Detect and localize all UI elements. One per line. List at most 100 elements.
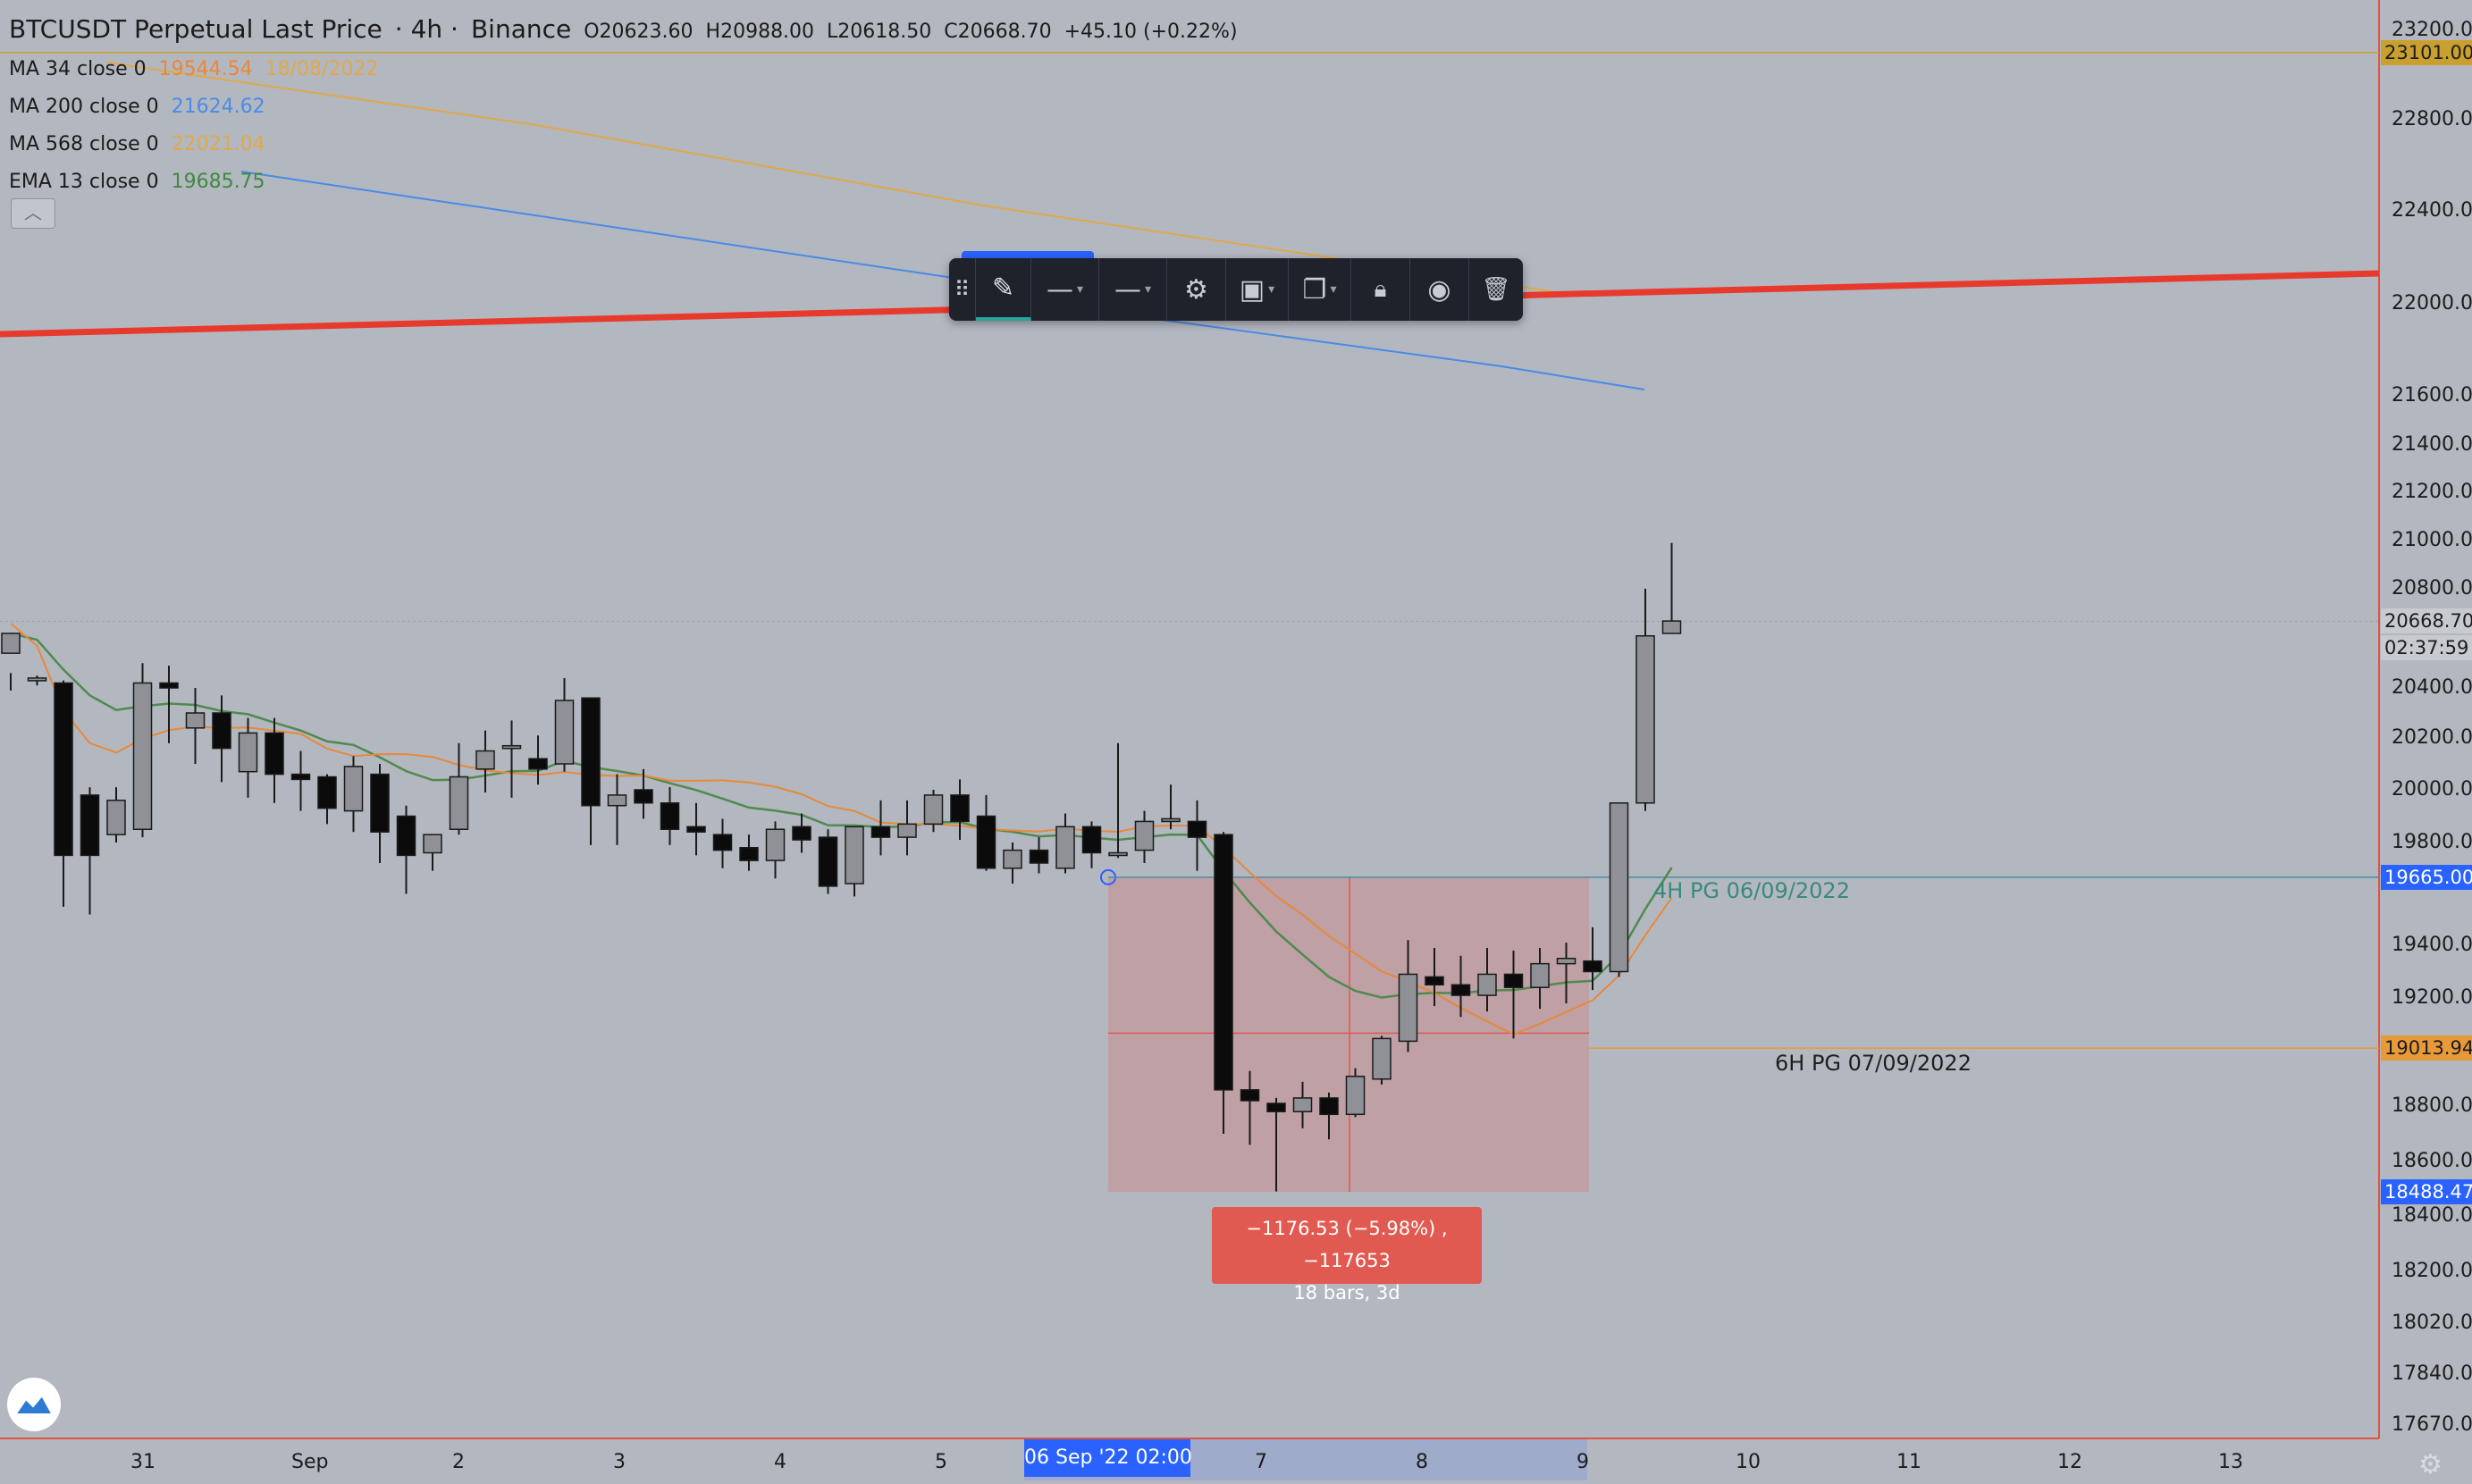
collapse-legend-button[interactable]: ︿ (11, 198, 55, 229)
candle-body (686, 826, 706, 833)
measure-change: −1176.53 (−5.98%) , −117653 (1246, 1218, 1448, 1271)
candle-body (1029, 849, 1049, 864)
indicator-row-ma34[interactable]: MA 34 close 0 19544.54 18/08/2022 (9, 51, 1238, 88)
price-tick-label: 21000.00 (2392, 529, 2472, 551)
line-style-button[interactable]: — ▾ (1031, 258, 1099, 321)
indicator-value: 19544.54 (158, 58, 253, 80)
indicator-label: MA 200 close 0 (9, 96, 159, 118)
eye-icon[interactable]: ◉ (1410, 258, 1469, 321)
candle-body (396, 815, 416, 857)
candle-body (1319, 1097, 1339, 1116)
price-tag: 23101.00 (2381, 39, 2472, 65)
candle-body (1108, 851, 1128, 857)
candle-body (950, 794, 970, 823)
chevron-up-icon: ︿ (24, 202, 42, 223)
price-tag: 18488.47 (2381, 1179, 2472, 1205)
candle-body (449, 776, 469, 830)
candle-body (660, 802, 680, 830)
candle-body (818, 836, 838, 887)
candle-body (1345, 1075, 1366, 1116)
price-tick-label: 17670.00 (2392, 1413, 2472, 1436)
chart-legend: BTCUSDT Perpetual Last Price · 4h · Bina… (9, 11, 1238, 201)
price-tick-label: 21400.00 (2392, 433, 2472, 456)
crosshair-date-label: 06 Sep '22 02:00 (1024, 1439, 1192, 1477)
ma34-line (10, 623, 1673, 1035)
candle-body (528, 758, 548, 770)
price-tick-label: 18020.00 (2392, 1312, 2472, 1334)
clone-icon: ❐ (1302, 273, 1327, 306)
candle-body (1450, 984, 1471, 996)
candle-body (317, 776, 337, 809)
settings-gear-icon[interactable]: ⚙ (2418, 1449, 2443, 1480)
candle-body (554, 700, 575, 765)
candle-body (1398, 973, 1418, 1043)
time-tick-label: 4 (774, 1451, 786, 1473)
price-tick-label: 22400.00 (2392, 199, 2472, 222)
indicator-row-ma200[interactable]: MA 200 close 0 21624.62 (9, 88, 1238, 126)
candle-body (1609, 802, 1629, 973)
legend-title-row: BTCUSDT Perpetual Last Price · 4h · Bina… (9, 11, 1238, 51)
template-button[interactable]: ▣ ▾ (1226, 258, 1289, 321)
price-tick-label: 20000.00 (2392, 778, 2472, 801)
toolbar-active-tab (962, 251, 1094, 260)
candle-body (1003, 849, 1022, 869)
candle-body (607, 794, 627, 807)
price-tick-label: 17840.00 (2392, 1362, 2472, 1385)
candle-body (870, 826, 891, 838)
candle-body (370, 773, 390, 833)
candle-body (1134, 820, 1155, 851)
gear-icon[interactable]: ⚙ (1167, 258, 1226, 321)
time-tick-label: 12 (2057, 1451, 2082, 1473)
line-width-button[interactable]: — ▾ (1099, 258, 1167, 321)
candle-body (739, 847, 759, 861)
indicator-value: 19685.75 (171, 171, 265, 193)
ema13-line (10, 632, 1673, 999)
candle-body (238, 732, 258, 773)
trash-icon[interactable]: 🗑︎ (1481, 276, 1511, 303)
price-tick-label: 18800.00 (2392, 1094, 2472, 1117)
price-tick-label: 21600.00 (2392, 384, 2472, 407)
indicator-row-ma568[interactable]: MA 568 close 0 22021.04 (9, 126, 1238, 163)
candle-body (1477, 973, 1497, 996)
candle-body (106, 800, 126, 835)
lock-icon[interactable]: 🔒︎ (1351, 258, 1410, 321)
candle-body (27, 677, 47, 682)
exchange-name: Binance (470, 14, 572, 44)
tradingview-logo-icon[interactable] (7, 1378, 61, 1431)
candle-body (1583, 960, 1602, 973)
indicator-value: 21624.62 (171, 96, 265, 118)
price-tag: 19013.94 (2381, 1035, 2472, 1061)
indicator-row-ema13[interactable]: EMA 13 close 0 19685.75 (9, 163, 1238, 201)
time-tick-label: 31 (130, 1451, 156, 1473)
candle-body (634, 789, 653, 804)
drawing-toolbar: ⠿ ✎ — ▾ — ▾ ⚙ ▣ ▾ ❐ ▾ 🔒︎ ◉ 🗑︎ (949, 258, 1523, 321)
candle-body (1425, 976, 1444, 986)
candle-body (423, 834, 442, 854)
candle-body (185, 712, 206, 729)
timeframe[interactable]: · 4h · (394, 14, 458, 44)
candle-body (581, 697, 601, 807)
candle-body (1214, 834, 1233, 1091)
indicator-label: MA 34 close 0 (9, 58, 147, 80)
clone-button[interactable]: ❐ ▾ (1289, 258, 1351, 321)
candle-body (1055, 826, 1075, 869)
ohlc-close: C20668.70 (944, 21, 1052, 43)
pencil-icon[interactable]: ✎ (976, 258, 1031, 321)
price-tick-label: 21200.00 (2392, 481, 2472, 503)
candle-body (1556, 958, 1577, 965)
ohlc-low: L20618.50 (827, 21, 932, 43)
time-tick-label: 3 (613, 1451, 626, 1473)
candle-body (501, 744, 522, 750)
drag-handle-icon[interactable]: ⠿ (949, 258, 976, 321)
price-tick-label: 19400.00 (2392, 934, 2472, 956)
time-tick-label: 9 (1577, 1451, 1589, 1473)
candle-body (265, 732, 284, 776)
line-style-icon: — (1046, 273, 1073, 306)
candle-body (132, 682, 153, 831)
indicator-value: 22021.04 (171, 133, 265, 155)
measure-bars: 18 bars, 3d (1293, 1282, 1400, 1304)
price-tick-label: 18600.00 (2392, 1150, 2472, 1172)
candle-body (792, 826, 811, 841)
indicator-label: EMA 13 close 0 (9, 171, 159, 193)
symbol-name[interactable]: BTCUSDT Perpetual Last Price (9, 14, 383, 44)
